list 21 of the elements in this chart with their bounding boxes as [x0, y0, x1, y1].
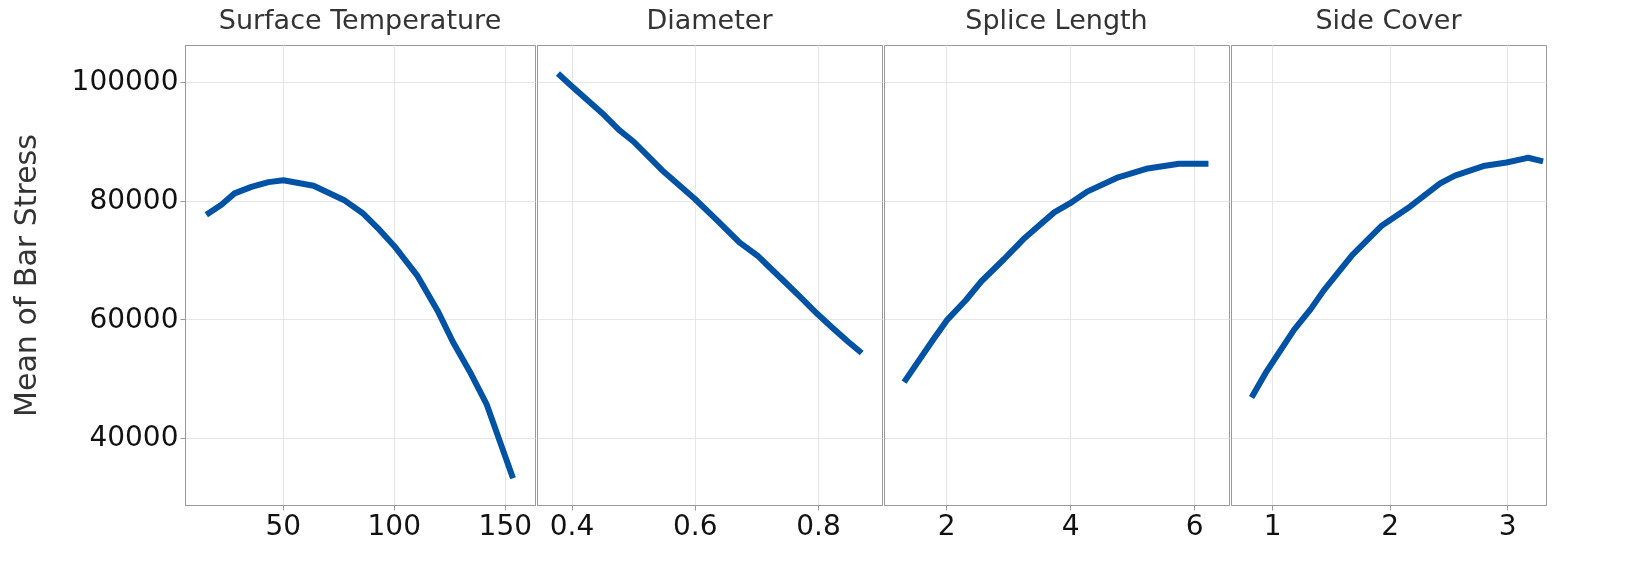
x-tick-label: 50	[265, 508, 302, 542]
x-tick-label: 0.4	[549, 508, 595, 542]
x-tick-label: 1	[1263, 508, 1282, 542]
x-tick-label: 0.6	[672, 508, 718, 542]
x-tick-label: 2	[1381, 508, 1400, 542]
x-tick-label: 6	[1185, 508, 1204, 542]
x-tick-label: 100	[367, 508, 421, 542]
x-tick-label: 4	[1061, 508, 1080, 542]
x-tick-label: 150	[478, 508, 533, 542]
x-tick-label: 3	[1498, 508, 1517, 542]
chart-title: Surface Temperature	[218, 4, 502, 35]
chart-title: Side Cover	[1315, 4, 1463, 35]
y-tick-label: 100000	[71, 64, 179, 98]
chart-title: Splice Length	[965, 4, 1148, 35]
y-tick-label: 60000	[89, 301, 179, 335]
y-axis-title: Mean of Bar Stress	[7, 134, 43, 417]
y-tick-label: 80000	[89, 183, 179, 217]
x-tick-label: 0.8	[796, 508, 841, 542]
x-tick-label: 2	[937, 508, 956, 542]
y-tick-label: 40000	[89, 420, 179, 454]
chart-title: Diameter	[646, 4, 774, 35]
